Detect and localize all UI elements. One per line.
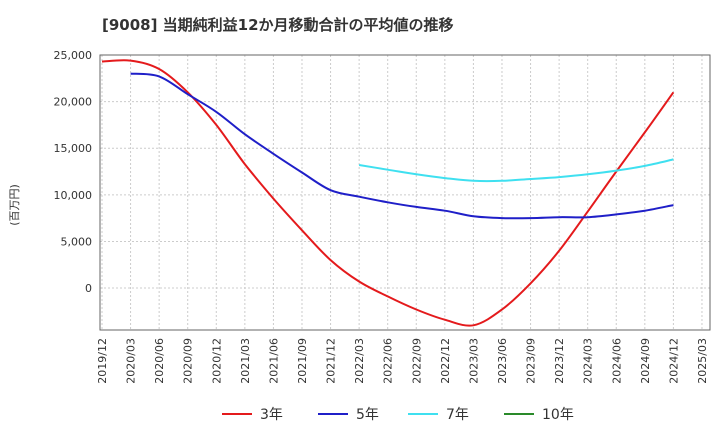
y-tick-label: 20,000 — [54, 96, 93, 109]
y-tick-label: 15,000 — [54, 142, 93, 155]
x-tick-label: 2023/12 — [553, 338, 566, 384]
x-tick-label: 2021/03 — [239, 338, 252, 384]
x-tick-label: 2024/03 — [582, 338, 595, 384]
legend-label: 3年 — [260, 407, 283, 423]
chart-title: [9008] 当期純利益12か月移動合計の平均値の推移 — [102, 16, 454, 34]
y-tick-label: 10,000 — [54, 189, 93, 202]
x-tick-label: 2019/12 — [96, 338, 109, 384]
x-tick-label: 2020/03 — [125, 338, 138, 384]
x-tick-label: 2022/03 — [353, 338, 366, 384]
x-tick-label: 2020/09 — [182, 338, 195, 384]
x-tick-label: 2020/06 — [153, 338, 166, 384]
x-tick-label: 2024/09 — [639, 338, 652, 384]
legend-label: 7年 — [446, 407, 469, 423]
legend-label: 10年 — [542, 407, 574, 423]
x-tick-label: 2021/12 — [325, 338, 338, 384]
y-axis-ticks: 0 5,000 10,000 15,000 20,000 25,000 — [54, 49, 93, 295]
y-tick-label: 5,000 — [61, 235, 93, 248]
x-tick-label: 2020/12 — [210, 338, 223, 384]
x-tick-label: 2023/09 — [525, 338, 538, 384]
x-tick-label: 2023/03 — [467, 338, 480, 384]
x-tick-label: 2024/12 — [667, 338, 680, 384]
y-tick-label: 25,000 — [54, 49, 93, 62]
x-tick-label: 2022/06 — [382, 338, 395, 384]
grid-lines — [100, 54, 710, 330]
series-line — [358, 158, 674, 183]
x-tick-label: 2025/03 — [696, 338, 709, 384]
plot-frame — [99, 54, 711, 331]
x-tick-label: 2023/06 — [496, 338, 509, 384]
x-axis-ticks: 2019/12 2020/03 2020/06 2020/09 2020/12 2021/… — [96, 338, 709, 384]
x-tick-label: 2021/06 — [267, 338, 280, 384]
x-tick-label: 2024/06 — [610, 338, 623, 384]
series-line — [130, 72, 674, 220]
legend-label: 5年 — [356, 407, 379, 423]
y-tick-label: 0 — [85, 282, 92, 295]
x-tick-label: 2022/12 — [439, 338, 452, 384]
x-tick-label: 2021/09 — [296, 338, 309, 384]
series-line — [101, 59, 675, 327]
series-lines — [101, 59, 675, 327]
x-tick-label: 2022/09 — [410, 338, 423, 384]
legend: 3年 5年 7年 10年 — [222, 407, 574, 423]
y-axis-label: (百万円) — [8, 184, 21, 226]
